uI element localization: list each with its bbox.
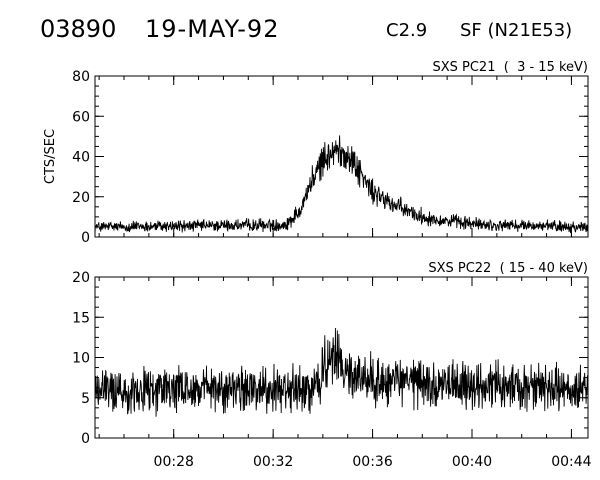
panel-1: 0 20 40 60 80 SXS PC21 ( 3 - 15 keV) CTS/SEC [43,60,589,246]
panel-2: 0 5 10 15 20 00:28 00:32 00:36 00:40 00:44 SXS PC2… [72,261,592,470]
x-tick-label: 00:36 [352,454,392,470]
y-tick-label: 20 [72,270,90,286]
y-tick-label: 20 [72,190,90,206]
y-tick-label: 60 [72,109,90,125]
event-date: 19-MAY-92 [145,15,280,43]
event-id: 03890 [40,15,117,43]
x-tick-label: 00:44 [551,454,591,470]
series-line [95,328,588,417]
x-tick-label: 00:28 [154,454,194,470]
y-tick-label: 40 [72,150,90,166]
panel-title: SXS PC21 ( 3 - 15 keV) [432,60,588,75]
header: 03890 19-MAY-92 C2.9 SF (N21E53) [0,0,600,50]
y-tick-label: 0 [81,230,90,246]
y-tick-label: 10 [72,351,90,367]
y-tick-label: 5 [81,391,90,407]
series-line [95,135,588,234]
y-axis-label: CTS/SEC [43,129,58,184]
panel-title: SXS PC22 ( 15 - 40 keV) [428,261,588,276]
y-tick-label: 0 [81,431,90,447]
y-tick-label: 80 [72,69,90,85]
x-tick-label: 00:32 [253,454,293,470]
x-tick-label: 00:40 [452,454,492,470]
flare-location: SF (N21E53) [460,20,573,41]
flare-class: C2.9 [386,20,428,41]
y-tick-label: 15 [72,310,90,326]
